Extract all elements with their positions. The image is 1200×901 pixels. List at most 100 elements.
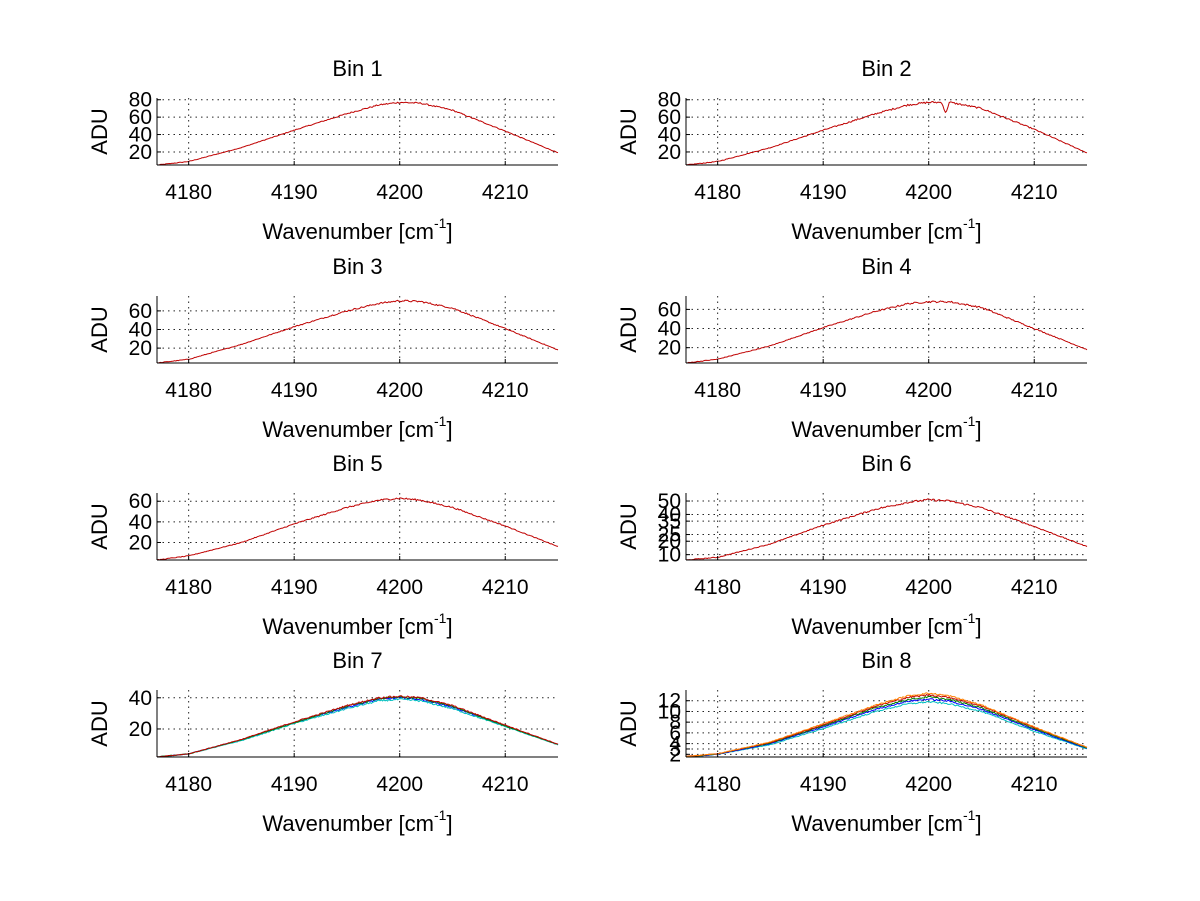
- grid: [157, 296, 558, 363]
- x-axis-label-superscript: -1: [434, 413, 447, 429]
- x-axis-label: Wavenumber [cm-1]: [262, 413, 452, 442]
- x-tick-label: 4210: [1011, 576, 1058, 599]
- x-tick-label: 4210: [482, 576, 529, 599]
- x-tick-label: 4180: [694, 379, 741, 402]
- subplot-title: Bin 2: [861, 56, 911, 81]
- y-axis-label: ADU: [616, 108, 641, 154]
- x-axis-label-bracket: ]: [975, 614, 981, 639]
- x-axis-label-text: Wavenumber [cm: [262, 614, 434, 639]
- y-tick-label: 40: [658, 318, 681, 341]
- y-tick-label: 3: [669, 738, 681, 761]
- y-tick-label: 40: [129, 124, 152, 147]
- series-line-trace: [685, 498, 1088, 561]
- x-tick-label: 4180: [694, 181, 741, 204]
- y-tick-label: 20: [658, 530, 681, 553]
- y-tick-label: 60: [129, 300, 152, 323]
- y-tick-label: 8: [669, 711, 681, 734]
- y-tick-label: 40: [658, 503, 681, 526]
- y-tick-label: 40: [129, 687, 152, 710]
- y-tick-label: 50: [658, 490, 681, 513]
- y-tick-label: 40: [658, 124, 681, 147]
- x-axis-label: Wavenumber [cm-1]: [791, 413, 981, 442]
- y-tick-label: 20: [129, 141, 152, 164]
- y-axis-label: ADU: [616, 503, 641, 549]
- y-tick-label: 80: [658, 89, 681, 112]
- y-tick-label: 20: [129, 531, 152, 554]
- x-axis-label: Wavenumber [cm-1]: [262, 610, 452, 639]
- x-axis-label: Wavenumber [cm-1]: [791, 215, 981, 244]
- x-axis-label-text: Wavenumber [cm: [791, 417, 963, 442]
- x-tick-label: 4200: [905, 379, 952, 402]
- y-tick-label: 25: [658, 524, 681, 547]
- x-axis-label-bracket: ]: [975, 219, 981, 244]
- y-tick-label: 20: [658, 141, 681, 164]
- series-line-trace: [685, 101, 1088, 166]
- y-axis-label: ADU: [616, 700, 641, 746]
- x-axis-label-bracket: ]: [446, 614, 452, 639]
- x-axis-label-text: Wavenumber [cm: [791, 614, 963, 639]
- subplot-title: Bin 6: [861, 451, 911, 476]
- x-tick-label: 4190: [271, 773, 318, 796]
- x-tick-label: 4210: [482, 379, 529, 402]
- x-tick-label: 4190: [800, 181, 847, 204]
- series-line-trace: [156, 497, 559, 561]
- y-tick-label: 40: [129, 511, 152, 534]
- y-tick-label: 12: [658, 690, 681, 713]
- x-tick-label: 4180: [694, 773, 741, 796]
- x-tick-label: 4180: [165, 576, 212, 599]
- series-line-trace: [156, 101, 559, 166]
- y-tick-label: 60: [129, 490, 152, 513]
- grid: [157, 690, 558, 757]
- x-axis-label-superscript: -1: [434, 807, 447, 823]
- grid: [686, 493, 1087, 560]
- x-tick-label: 4190: [271, 576, 318, 599]
- y-axis-label: ADU: [87, 503, 112, 549]
- x-tick-label: 4180: [165, 181, 212, 204]
- x-axis-label-bracket: ]: [446, 811, 452, 836]
- y-tick-label: 60: [658, 106, 681, 129]
- series-line-red: [157, 695, 559, 758]
- x-tick-label: 4200: [376, 576, 423, 599]
- series-line-trace: [685, 300, 1088, 364]
- x-axis-label-superscript: -1: [963, 610, 976, 626]
- x-tick-label: 4190: [271, 181, 318, 204]
- subplot-title: Bin 7: [332, 648, 382, 673]
- x-tick-label: 4190: [271, 379, 318, 402]
- x-axis-label-superscript: -1: [963, 215, 976, 231]
- x-axis-label-text: Wavenumber [cm: [262, 417, 434, 442]
- y-tick-label: 6: [669, 722, 681, 745]
- series-line-trace: [156, 299, 559, 364]
- x-tick-label: 4180: [165, 379, 212, 402]
- x-tick-label: 4200: [905, 576, 952, 599]
- x-axis-label-text: Wavenumber [cm: [262, 219, 434, 244]
- x-tick-label: 4180: [694, 576, 741, 599]
- x-axis-label-text: Wavenumber [cm: [791, 811, 963, 836]
- x-axis-label-bracket: ]: [975, 811, 981, 836]
- subplot-title: Bin 5: [332, 451, 382, 476]
- y-tick-label: 10: [658, 700, 681, 723]
- x-tick-label: 4210: [1011, 181, 1058, 204]
- x-tick-label: 4180: [165, 773, 212, 796]
- subplot-title: Bin 3: [332, 254, 382, 279]
- x-tick-label: 4210: [482, 773, 529, 796]
- x-axis-label-superscript: -1: [434, 610, 447, 626]
- x-tick-label: 4200: [905, 773, 952, 796]
- x-axis-label-bracket: ]: [446, 417, 452, 442]
- x-axis-label-superscript: -1: [963, 807, 976, 823]
- x-tick-label: 4190: [800, 576, 847, 599]
- y-tick-label: 60: [658, 298, 681, 321]
- x-tick-label: 4200: [376, 181, 423, 204]
- y-tick-label: 60: [129, 106, 152, 129]
- x-axis-label: Wavenumber [cm-1]: [791, 807, 981, 836]
- x-axis-label-text: Wavenumber [cm: [791, 219, 963, 244]
- y-axis-label: ADU: [87, 306, 112, 352]
- y-axis-label: ADU: [87, 700, 112, 746]
- y-tick-label: 20: [129, 337, 152, 360]
- x-axis-label-superscript: -1: [963, 413, 976, 429]
